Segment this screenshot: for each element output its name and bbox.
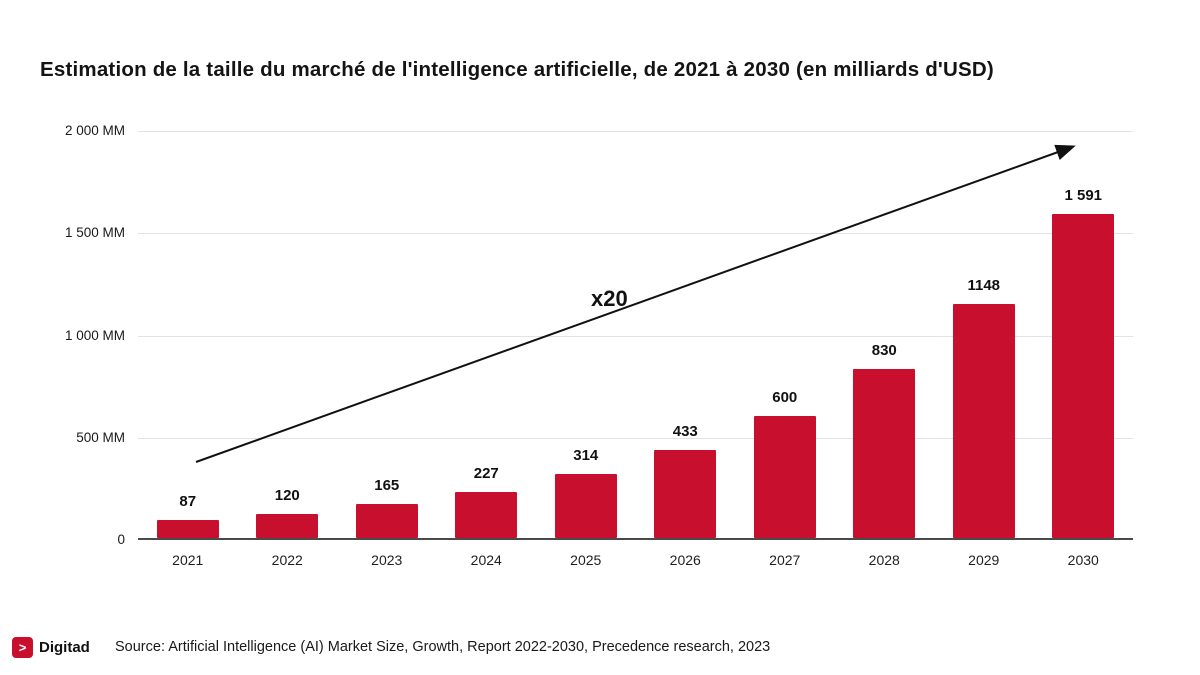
x-tick-label: 2029 <box>968 552 1000 568</box>
x-tick-label: 2024 <box>470 552 502 568</box>
bar-value-label: 165 <box>374 477 400 495</box>
x-tick-label: 2028 <box>868 552 900 568</box>
bar-value-label: 830 <box>871 342 897 360</box>
bar <box>853 369 916 538</box>
bar-group-2029: 1148 <box>934 131 1034 538</box>
bar-group-2025: 314 <box>536 131 636 538</box>
bar <box>753 415 816 538</box>
y-tick-label: 0 <box>117 532 125 547</box>
bar-group-2024: 227 <box>437 131 537 538</box>
x-tick-label: 2023 <box>371 552 403 568</box>
bar <box>156 520 219 538</box>
footer: > Digitad Source: Artificial Intelligenc… <box>0 631 1200 667</box>
y-axis: 2 000 MM 1 500 MM 1 000 MM 500 MM 0 <box>20 123 125 547</box>
bar <box>1052 214 1115 538</box>
bar-group-2028: 830 <box>835 131 935 538</box>
bar-group-2023: 165 <box>337 131 437 538</box>
bar <box>256 513 319 538</box>
bar-value-label: 120 <box>274 486 300 504</box>
digitad-logo-text: Digitad <box>39 639 90 656</box>
x-tick-label: 2026 <box>669 552 701 568</box>
plot-area: 87 120 165 227 314 433 600 830 1148 1 591 <box>138 131 1133 540</box>
x-tick-label: 2030 <box>1067 552 1099 568</box>
bar-group-2026: 433 <box>636 131 736 538</box>
bar-value-label: 600 <box>772 388 798 406</box>
bar <box>355 504 418 538</box>
y-tick-label: 1 000 MM <box>64 327 125 343</box>
digitad-logo-icon: > <box>12 637 33 658</box>
growth-multiplier-label: x20 <box>591 286 628 311</box>
bar-value-label: 314 <box>573 447 599 465</box>
bar-value-label: 87 <box>179 493 197 511</box>
x-tick-label: 2022 <box>271 552 303 568</box>
chart-title: Estimation de la taille du marché de l'i… <box>40 58 994 81</box>
x-tick-label: 2021 <box>172 552 204 568</box>
x-axis: 2021 2022 2023 2024 2025 2026 2027 2028 2029 2030 <box>138 552 1133 568</box>
bar <box>554 474 617 538</box>
bar-value-label: 1148 <box>967 277 1001 295</box>
bar <box>455 491 518 538</box>
x-tick-label: 2027 <box>769 552 801 568</box>
bars-container: 87 120 165 227 314 433 600 830 1148 1 591 <box>138 131 1133 538</box>
y-tick-label: 2 000 MM <box>64 123 125 138</box>
y-tick-label: 500 MM <box>76 429 125 445</box>
bar-value-label: 1 591 <box>1064 187 1103 205</box>
gridline <box>138 131 1133 132</box>
bar-group-2030: 1 591 <box>1034 131 1134 538</box>
bar <box>654 449 717 538</box>
source-text: Source: Artificial Intelligence (AI) Mar… <box>115 639 771 655</box>
bar-group-2027: 600 <box>735 131 835 538</box>
bar-value-label: 227 <box>473 464 499 482</box>
y-tick-label: 1 500 MM <box>64 225 125 241</box>
bar-group-2022: 120 <box>238 131 338 538</box>
bar <box>952 304 1015 538</box>
x-tick-label: 2025 <box>570 552 602 568</box>
bar-group-2021: 87 <box>138 131 238 538</box>
bar-value-label: 433 <box>672 422 698 440</box>
digitad-logo: > Digitad <box>12 637 90 658</box>
